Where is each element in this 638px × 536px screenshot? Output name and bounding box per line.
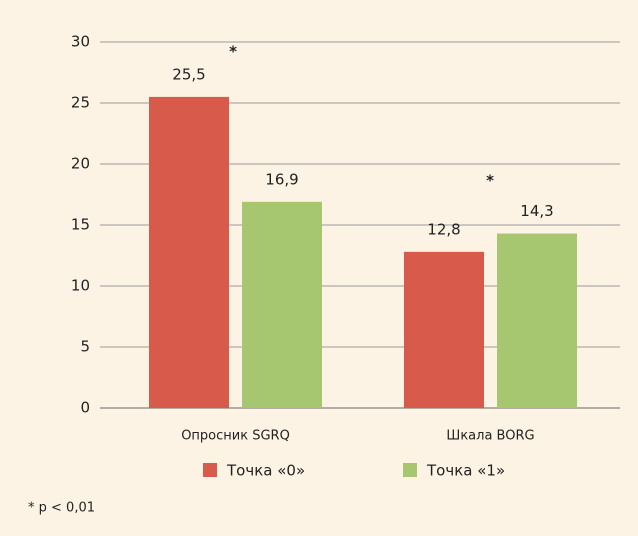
y-tick-label: 10 [71, 277, 90, 295]
value-label: 16,9 [265, 170, 298, 188]
legend-swatch [203, 463, 217, 477]
bar [404, 251, 484, 408]
bar [242, 201, 322, 408]
bar [149, 96, 229, 409]
legend-label: Точка «0» [226, 462, 305, 480]
footnote: * p < 0,01 [28, 501, 95, 516]
y-tick-label: 20 [71, 155, 90, 173]
legend-swatch [403, 463, 417, 477]
y-tick-label: 30 [71, 33, 90, 51]
value-label: 12,8 [427, 220, 460, 238]
y-tick-label: 25 [71, 94, 90, 112]
annotation: * [229, 43, 237, 61]
x-tick-label: Опросник SGRQ [181, 429, 290, 444]
x-tick-label: Шкала BORG [446, 429, 534, 444]
y-tick-label: 0 [80, 399, 90, 417]
y-tick-label: 15 [71, 216, 90, 234]
annotation: * [486, 172, 494, 190]
value-label: 25,5 [172, 65, 205, 83]
value-label: 14,3 [520, 202, 553, 220]
y-tick-label: 5 [80, 338, 90, 356]
legend-label: Точка «1» [426, 462, 505, 480]
bar [497, 233, 577, 408]
